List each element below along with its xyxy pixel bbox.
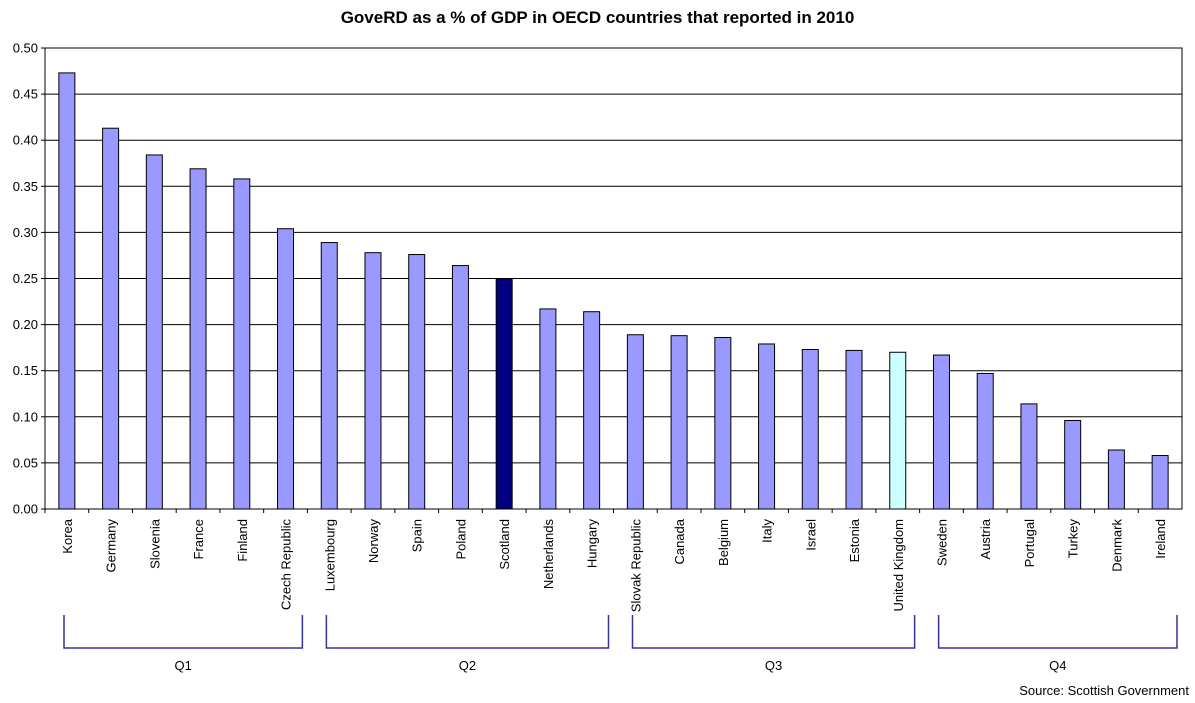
bar-slovenia	[145, 154, 163, 510]
bar-spain	[408, 254, 426, 510]
x-tick-label: Poland	[453, 519, 468, 559]
bar-hungary	[583, 311, 601, 510]
gridlines	[45, 47, 1182, 510]
x-tick-label: Hungary	[585, 519, 600, 569]
x-tick-label: Denmark	[1109, 519, 1124, 572]
bar-estonia	[845, 349, 863, 510]
bar-belgium	[714, 337, 732, 510]
y-tick-label: 0.10	[13, 409, 38, 424]
y-tick-label: 0.35	[13, 179, 38, 194]
y-tick-label: 0.40	[13, 133, 38, 148]
bar-germany	[102, 127, 120, 510]
y-tick-label: 0.30	[13, 225, 38, 240]
y-tick-label: 0.15	[13, 363, 38, 378]
group-label-q2: Q2	[459, 658, 476, 673]
x-tick-label: Turkey	[1066, 519, 1081, 559]
bracket-q2	[325, 615, 610, 649]
x-tick-label: Norway	[366, 519, 381, 564]
bracket-q3	[631, 615, 916, 649]
bar-finland	[233, 178, 251, 510]
bar-sweden	[932, 354, 950, 510]
bar-netherlands	[539, 308, 557, 510]
x-tick-label: Germany	[104, 519, 119, 573]
source-note: Source: Scottish Government	[1019, 683, 1189, 698]
bar-scotland	[495, 278, 513, 510]
bar-denmark	[1107, 449, 1125, 510]
x-tick-label: Estonia	[847, 518, 862, 562]
x-tick-label: Finland	[235, 519, 250, 562]
x-tick-label: Ireland	[1153, 519, 1168, 559]
y-tick-label: 0.50	[13, 41, 38, 56]
x-tick-label: Korea	[60, 518, 75, 553]
bar-luxembourg	[320, 242, 338, 510]
bars	[58, 72, 1169, 510]
bar-portugal	[1020, 403, 1038, 510]
group-label-q4: Q4	[1049, 658, 1066, 673]
y-tick-label: 0.25	[13, 271, 38, 286]
bracket-q4	[937, 615, 1178, 649]
x-tick-label: Canada	[672, 518, 687, 564]
bracket-q1	[63, 615, 304, 649]
x-tick-label: Spain	[410, 519, 425, 552]
y-axis-tick-labels: 0.00 0.05 0.10 0.15 0.20 0.25 0.30 0.35 0.40 0.45…	[13, 41, 45, 517]
bar-norway	[364, 252, 382, 510]
y-tick-label: 0.20	[13, 317, 38, 332]
bar-france	[189, 168, 207, 510]
x-axis-category-labels: Korea Germany Slovenia France Finland Czech R…	[44, 509, 1168, 613]
y-tick-label: 0.05	[13, 455, 38, 470]
x-tick-label: Scotland	[497, 519, 512, 570]
group-label-q3: Q3	[765, 658, 782, 673]
bar-poland	[451, 265, 469, 510]
x-tick-label: Slovak Republic	[628, 519, 643, 613]
quartile-brackets: Q1 Q2 Q3 Q4	[63, 615, 1178, 673]
x-tick-label: Portugal	[1022, 519, 1037, 568]
x-tick-label: Slovenia	[147, 518, 162, 569]
x-tick-label: France	[191, 519, 206, 559]
bar-israel	[801, 348, 819, 510]
chart-title: GoveRD as a % of GDP in OECD countries t…	[340, 8, 855, 27]
x-tick-label: Luxembourg	[322, 519, 337, 591]
x-tick-label: Israel	[803, 519, 818, 551]
bar-canada	[670, 335, 688, 510]
bar-united-kingdom	[889, 351, 907, 510]
x-tick-label: Czech Republic	[279, 519, 294, 611]
x-tick-label: United Kingdom	[891, 519, 906, 612]
bar-italy	[758, 343, 776, 510]
y-tick-label: 0.45	[13, 87, 38, 102]
x-tick-label: Belgium	[716, 519, 731, 566]
y-tick-label: 0.00	[13, 502, 38, 517]
bar-slovak-republic	[626, 334, 644, 510]
x-tick-label: Sweden	[934, 519, 949, 566]
x-tick-label: Netherlands	[541, 519, 556, 590]
bar-ireland	[1151, 455, 1169, 510]
bar-czech-republic	[277, 228, 295, 510]
x-tick-label: Italy	[760, 519, 775, 543]
bar-turkey	[1064, 419, 1082, 510]
bar-austria	[976, 372, 994, 510]
group-label-q1: Q1	[175, 658, 192, 673]
x-tick-label: Austria	[978, 518, 993, 559]
bar-korea	[58, 72, 76, 510]
